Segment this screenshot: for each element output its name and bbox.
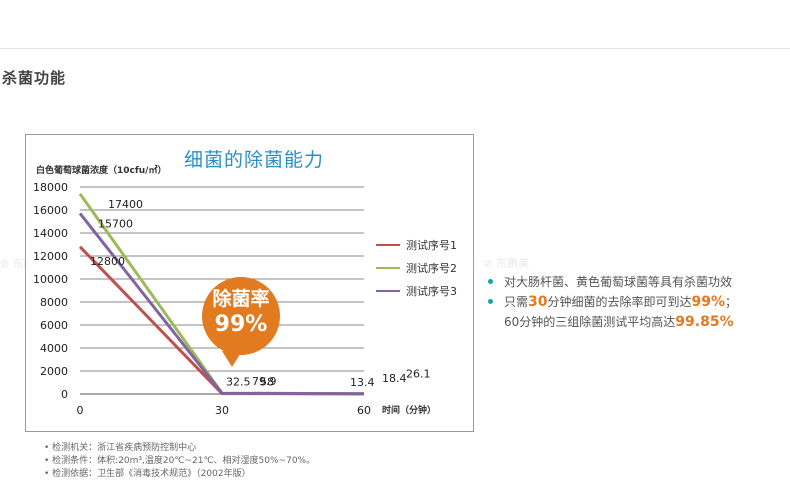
badge-label: 除菌率 — [212, 288, 270, 310]
legend-item-series-1: 测试序号1 — [376, 233, 457, 256]
legend-item-series-3: 测试序号3 — [376, 279, 457, 302]
y-tick-label: 18000 — [33, 181, 68, 194]
data-label: 58 — [260, 375, 274, 388]
x-tick-label: 60 — [357, 404, 371, 417]
y-tick-label: 12000 — [33, 250, 68, 263]
data-label: 12800 — [90, 255, 125, 268]
x-axis-caption: 时间（分钟） — [382, 406, 437, 416]
line-chart: 0 2000 4000 6000 8000 10000 12000 14000 16000 180… — [33, 181, 431, 417]
legend-swatch — [376, 266, 400, 269]
section-title: 杀菌功能 — [2, 69, 67, 87]
highlight-number: 99% — [691, 294, 726, 310]
test-notes: 检测机关：浙江省疾病预防控制中心 检测条件：体积:20m³,温度20℃~21℃、… — [44, 442, 315, 481]
legend-swatch — [376, 243, 400, 246]
data-label: 79.9 — [252, 375, 277, 388]
bullet-icon — [488, 299, 493, 304]
y-tick-label: 4000 — [40, 342, 68, 355]
bullet-icon — [488, 279, 493, 284]
chart-panel: 0 2000 4000 6000 8000 10000 12000 14000 16000 180… — [25, 134, 474, 432]
data-label: 18.4 — [382, 372, 407, 385]
feature-text: 60分钟的三组除菌测试平均高达 — [504, 315, 676, 329]
chart-title: 细菌的除菌能力 — [184, 149, 325, 171]
chart-legend: 测试序号1 测试序号2 测试序号3 — [376, 233, 457, 302]
removal-rate-badge: 除菌率 99% — [202, 277, 280, 355]
feature-text: 对大肠杆菌、黄色葡萄球菌等具有杀菌功效 — [504, 275, 733, 289]
legend-swatch — [376, 289, 400, 292]
y-tick-label: 14000 — [33, 227, 68, 240]
series-line-3 — [78, 212, 365, 396]
top-divider — [0, 48, 790, 49]
feature-text: 只需 — [504, 295, 529, 309]
y-axis-caption: 白色葡萄球菌浓度（10cfu/㎡） — [36, 166, 167, 176]
data-label: 13.4 — [350, 376, 375, 389]
note-item: 检测依据：卫生部《消毒技术规范》（2002年版） — [44, 468, 315, 481]
x-tick-label: 30 — [215, 404, 229, 417]
feature-text: 分钟细菌的去除率即可到达 — [547, 295, 692, 309]
watermark-text: ⊘ 东鹏美 — [483, 257, 530, 270]
note-item: 检测条件：体积:20m³,温度20℃~21℃、相对湿度50%~70%。 — [44, 455, 315, 468]
feature-text: ； — [725, 295, 738, 309]
feature-list: 对大肠杆菌、黄色葡萄球菌等具有杀菌功效 只需30分钟细菌的去除率即可到达99%；… — [486, 272, 786, 332]
highlight-number: 99.85% — [675, 314, 734, 330]
badge-value: 99% — [214, 312, 268, 337]
badge-pointer — [222, 351, 242, 367]
feature-item: 只需30分钟细菌的去除率即可到达99%； — [486, 292, 786, 312]
feature-item: 对大肠杆菌、黄色葡萄球菌等具有杀菌功效 — [486, 272, 786, 292]
y-tick-label: 8000 — [40, 296, 68, 309]
legend-item-series-2: 测试序号2 — [376, 256, 457, 279]
y-tick-label: 16000 — [33, 204, 68, 217]
y-tick-label: 10000 — [33, 273, 68, 286]
data-label: 32.5 — [226, 376, 251, 389]
y-tick-label: 0 — [61, 388, 68, 401]
data-label: 17400 — [108, 198, 143, 211]
note-item: 检测机关：浙江省疾病预防控制中心 — [44, 442, 315, 455]
legend-label: 测试序号2 — [406, 261, 457, 275]
highlight-number: 30 — [528, 294, 548, 310]
y-tick-label: 6000 — [40, 319, 68, 332]
y-tick-label: 2000 — [40, 365, 68, 378]
legend-label: 测试序号1 — [406, 238, 457, 252]
legend-label: 测试序号3 — [406, 284, 457, 298]
data-label: 26.1 — [406, 368, 431, 381]
feature-continuation: 60分钟的三组除菌测试平均高达99.85% — [486, 312, 786, 332]
x-tick-label: 0 — [77, 404, 84, 417]
data-label: 15700 — [98, 217, 133, 230]
